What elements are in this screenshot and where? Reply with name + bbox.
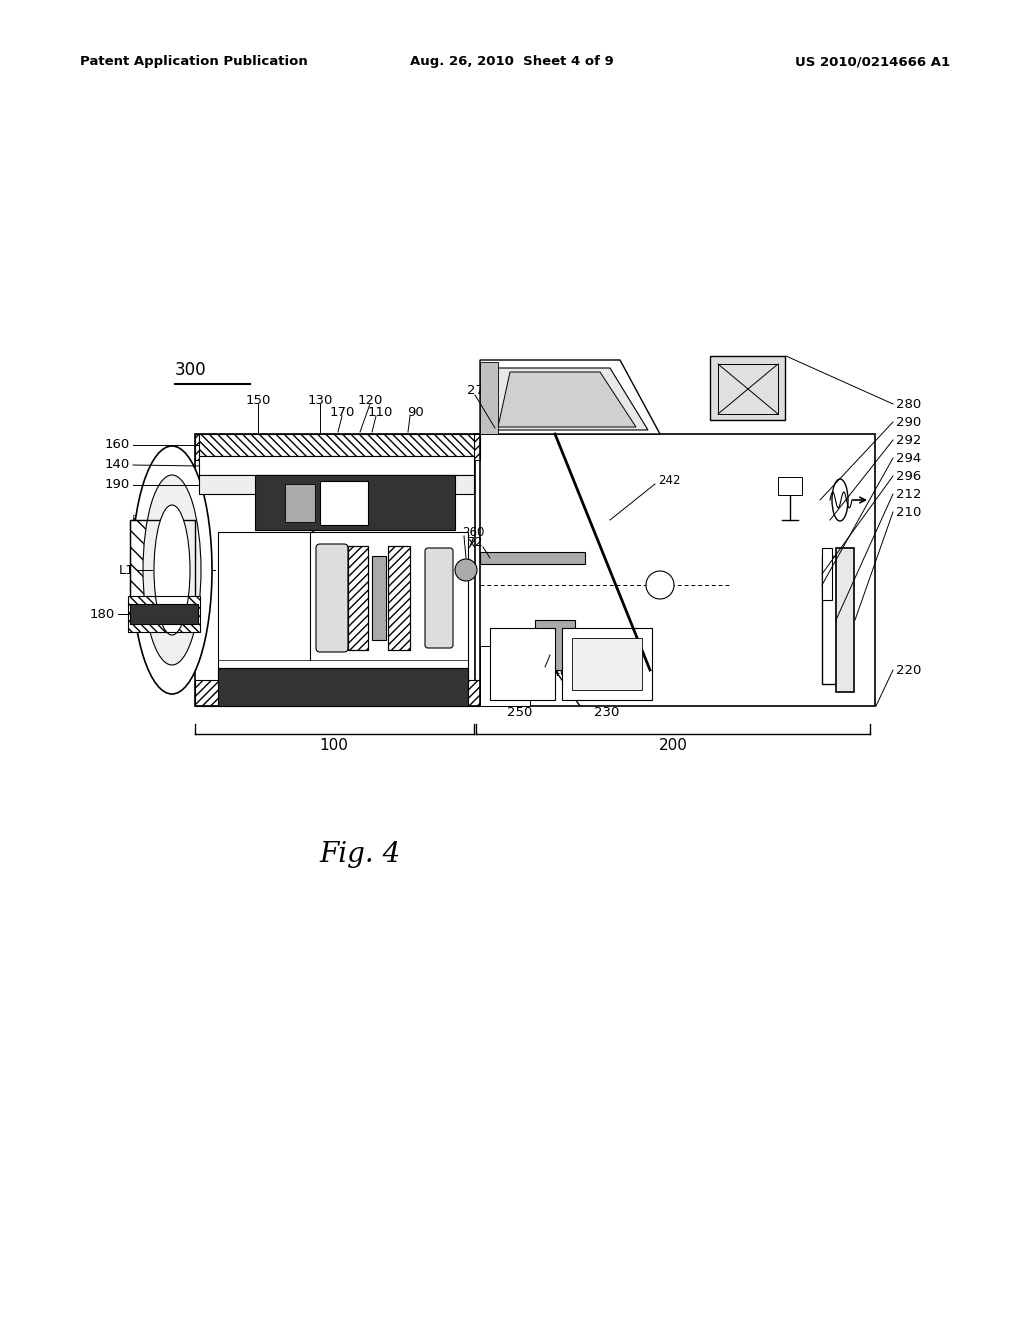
Bar — [480, 645, 530, 706]
Text: 212: 212 — [896, 487, 922, 500]
Text: X: X — [468, 539, 476, 552]
Bar — [388, 546, 410, 649]
Text: L5: L5 — [430, 548, 444, 561]
Bar — [372, 556, 386, 640]
FancyBboxPatch shape — [316, 544, 348, 652]
Bar — [128, 597, 200, 632]
Bar — [199, 455, 474, 475]
Bar — [348, 546, 368, 649]
Text: 260: 260 — [462, 525, 484, 539]
Bar — [319, 480, 368, 525]
Bar — [133, 515, 188, 624]
Text: Fig. 4: Fig. 4 — [319, 842, 400, 869]
Bar — [130, 520, 195, 620]
Text: Patent Application Publication: Patent Application Publication — [80, 55, 308, 69]
Text: 242: 242 — [658, 474, 681, 487]
Text: 100: 100 — [319, 738, 348, 752]
FancyBboxPatch shape — [425, 548, 453, 648]
Text: 200: 200 — [658, 738, 687, 752]
Ellipse shape — [132, 446, 212, 694]
Bar — [199, 434, 474, 455]
Text: 300: 300 — [175, 360, 207, 379]
Bar — [199, 475, 474, 494]
Text: 210: 210 — [896, 506, 922, 519]
Bar — [195, 680, 480, 706]
Text: Aug. 26, 2010  Sheet 4 of 9: Aug. 26, 2010 Sheet 4 of 9 — [411, 55, 613, 69]
Bar — [218, 668, 468, 706]
Polygon shape — [498, 372, 636, 426]
Bar — [130, 520, 195, 620]
Circle shape — [455, 558, 477, 581]
Text: 240: 240 — [545, 665, 567, 678]
Polygon shape — [718, 364, 778, 414]
Bar — [475, 434, 874, 706]
Text: 292: 292 — [896, 433, 922, 446]
Bar — [195, 434, 480, 459]
Ellipse shape — [143, 475, 201, 665]
Bar — [285, 484, 315, 521]
Bar — [348, 546, 368, 649]
Text: L1: L1 — [119, 564, 135, 577]
Text: 290: 290 — [896, 416, 922, 429]
Text: 160: 160 — [104, 438, 130, 451]
Bar — [572, 638, 642, 690]
Text: 296: 296 — [896, 470, 922, 483]
Text: 130: 130 — [307, 393, 333, 407]
Text: 150: 150 — [246, 393, 270, 407]
Text: 230: 230 — [594, 705, 620, 718]
Text: 170: 170 — [330, 405, 354, 418]
Bar — [199, 455, 474, 475]
Ellipse shape — [154, 506, 190, 635]
Text: 70: 70 — [298, 520, 312, 533]
Bar — [490, 628, 555, 700]
Text: 294: 294 — [896, 451, 922, 465]
Text: 190: 190 — [104, 479, 130, 491]
Bar — [480, 362, 498, 434]
Polygon shape — [490, 368, 648, 430]
Text: 80: 80 — [371, 533, 385, 546]
Text: 180: 180 — [90, 607, 115, 620]
Bar — [388, 546, 410, 649]
Polygon shape — [480, 360, 660, 434]
Bar — [255, 475, 455, 531]
Bar — [128, 597, 200, 632]
Bar — [535, 620, 575, 671]
Bar — [710, 356, 785, 420]
Text: L2: L2 — [318, 533, 332, 546]
Circle shape — [646, 572, 674, 599]
Text: 220: 220 — [896, 664, 922, 676]
Text: 90: 90 — [407, 405, 423, 418]
Bar — [562, 628, 652, 700]
Bar — [778, 477, 802, 495]
Text: 120: 120 — [357, 393, 383, 407]
Text: 270: 270 — [467, 384, 493, 396]
Bar — [836, 548, 854, 692]
Bar — [218, 532, 468, 680]
Text: L3: L3 — [345, 548, 359, 561]
Text: 272: 272 — [461, 536, 483, 549]
Bar — [130, 605, 198, 624]
Text: 250: 250 — [507, 705, 532, 718]
Text: 280: 280 — [896, 397, 922, 411]
Bar — [480, 552, 585, 564]
Text: US 2010/0214666 A1: US 2010/0214666 A1 — [795, 55, 950, 69]
Text: 110: 110 — [368, 405, 392, 418]
Text: L4: L4 — [390, 548, 404, 561]
Bar — [822, 556, 836, 684]
Bar — [195, 434, 480, 706]
Text: 140: 140 — [104, 458, 130, 471]
Bar — [822, 548, 831, 601]
Ellipse shape — [831, 479, 848, 521]
